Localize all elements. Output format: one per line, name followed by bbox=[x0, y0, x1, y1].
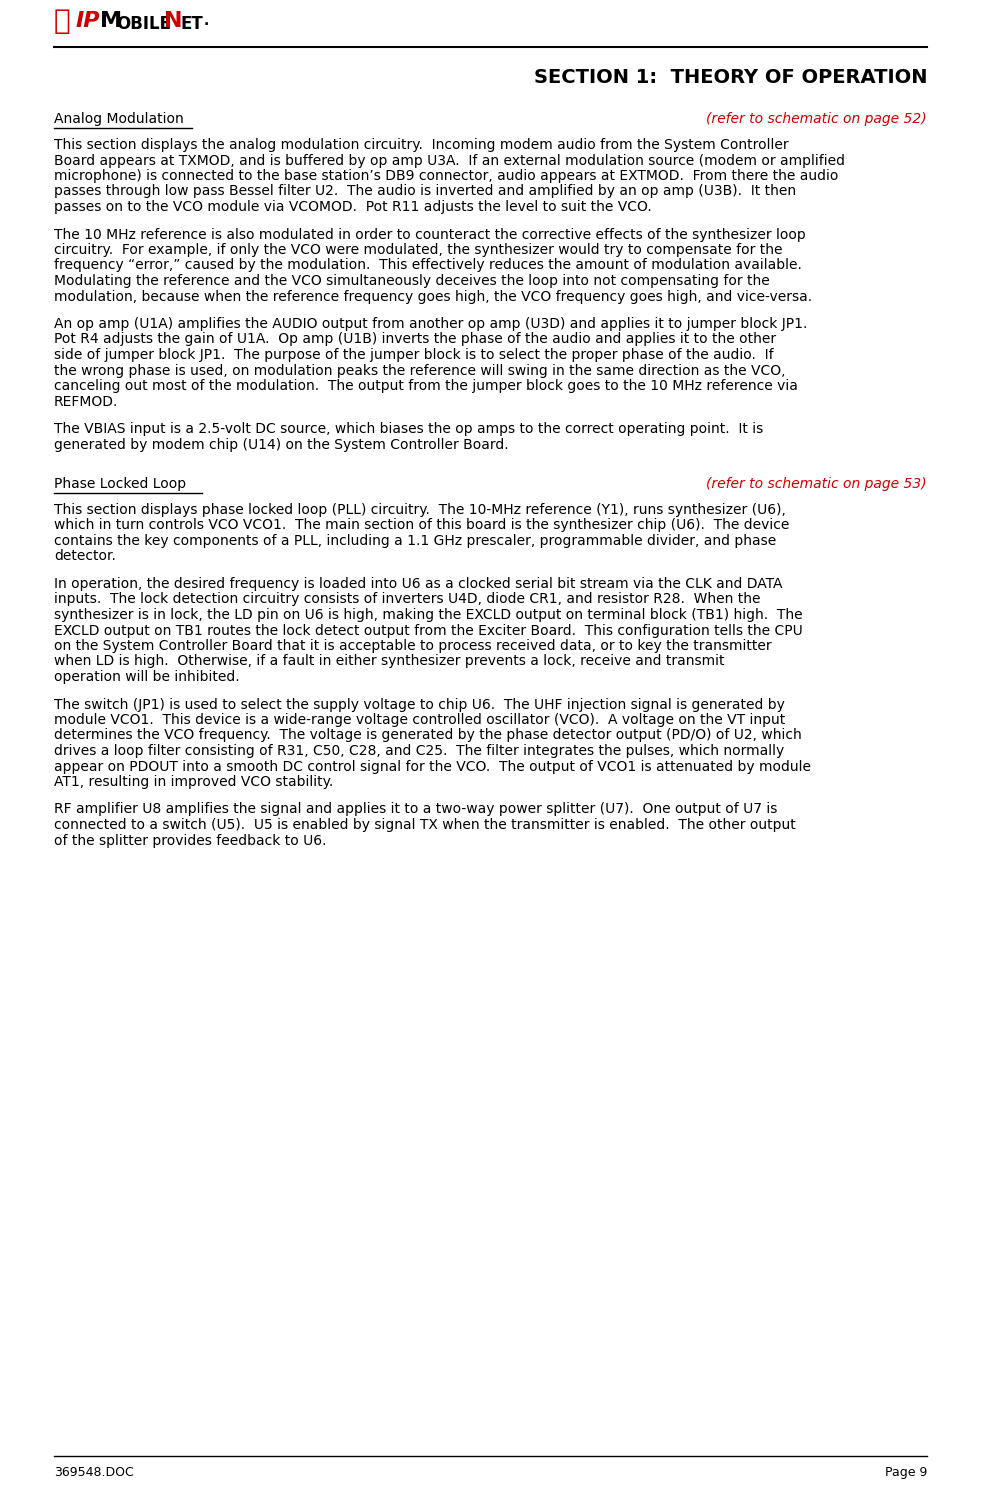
Text: REFMOD.: REFMOD. bbox=[54, 395, 119, 408]
Text: inputs.  The lock detection circuitry consists of inverters U4D, diode CR1, and : inputs. The lock detection circuitry con… bbox=[54, 593, 760, 606]
Text: ET: ET bbox=[180, 15, 203, 33]
Text: The switch (JP1) is used to select the supply voltage to chip U6.  The UHF injec: The switch (JP1) is used to select the s… bbox=[54, 698, 785, 711]
Text: AT1, resulting in improved VCO stability.: AT1, resulting in improved VCO stability… bbox=[54, 775, 334, 790]
Text: (refer to schematic on page 53): (refer to schematic on page 53) bbox=[706, 477, 927, 491]
Text: Board appears at TXMOD, and is buffered by op amp U3A.  If an external modulatio: Board appears at TXMOD, and is buffered … bbox=[54, 153, 845, 168]
Text: the wrong phase is used, on modulation peaks the reference will swing in the sam: the wrong phase is used, on modulation p… bbox=[54, 363, 786, 377]
Text: canceling out most of the modulation.  The output from the jumper block goes to : canceling out most of the modulation. Th… bbox=[54, 378, 798, 393]
Text: EXCLD output on TB1 routes the lock detect output from the Exciter Board.  This : EXCLD output on TB1 routes the lock dete… bbox=[54, 623, 802, 638]
Text: Analog Modulation: Analog Modulation bbox=[54, 113, 183, 126]
Text: contains the key components of a PLL, including a 1.1 GHz prescaler, programmabl: contains the key components of a PLL, in… bbox=[54, 534, 776, 548]
Text: connected to a switch (U5).  U5 is enabled by signal TX when the transmitter is : connected to a switch (U5). U5 is enable… bbox=[54, 818, 796, 832]
Text: SECTION 1:  THEORY OF OPERATION: SECTION 1: THEORY OF OPERATION bbox=[534, 68, 927, 87]
Text: passes through low pass Bessel filter U2.  The audio is inverted and amplified b: passes through low pass Bessel filter U2… bbox=[54, 185, 797, 198]
Text: side of jumper block JP1.  The purpose of the jumper block is to select the prop: side of jumper block JP1. The purpose of… bbox=[54, 348, 774, 362]
Text: In operation, the desired frequency is loaded into U6 as a clocked serial bit st: In operation, the desired frequency is l… bbox=[54, 576, 783, 591]
Text: Page 9: Page 9 bbox=[885, 1466, 927, 1478]
Text: An op amp (U1A) amplifies the AUDIO output from another op amp (U3D) and applies: An op amp (U1A) amplifies the AUDIO outp… bbox=[54, 317, 807, 332]
Text: circuitry.  For example, if only the VCO were modulated, the synthesizer would t: circuitry. For example, if only the VCO … bbox=[54, 243, 783, 257]
Text: OBILE: OBILE bbox=[116, 15, 171, 33]
Text: of the splitter provides feedback to U6.: of the splitter provides feedback to U6. bbox=[54, 833, 327, 848]
Text: when LD is high.  Otherwise, if a fault in either synthesizer prevents a lock, r: when LD is high. Otherwise, if a fault i… bbox=[54, 654, 725, 668]
Text: This section displays phase locked loop (PLL) circuitry.  The 10-MHz reference (: This section displays phase locked loop … bbox=[54, 503, 786, 516]
Text: generated by modem chip (U14) on the System Controller Board.: generated by modem chip (U14) on the Sys… bbox=[54, 437, 508, 452]
Text: IP: IP bbox=[76, 11, 100, 32]
Text: operation will be inhibited.: operation will be inhibited. bbox=[54, 669, 239, 684]
Text: RF amplifier U8 amplifies the signal and applies it to a two-way power splitter : RF amplifier U8 amplifies the signal and… bbox=[54, 803, 777, 817]
Text: frequency “error,” caused by the modulation.  This effectively reduces the amoun: frequency “error,” caused by the modulat… bbox=[54, 258, 801, 273]
Text: (refer to schematic on page 52): (refer to schematic on page 52) bbox=[706, 113, 927, 126]
Text: Pot R4 adjusts the gain of U1A.  Op amp (U1B) inverts the phase of the audio and: Pot R4 adjusts the gain of U1A. Op amp (… bbox=[54, 333, 776, 347]
Text: module VCO1.  This device is a wide-range voltage controlled oscillator (VCO).  : module VCO1. This device is a wide-range… bbox=[54, 713, 785, 726]
Text: The VBIAS input is a 2.5-volt DC source, which biases the op amps to the correct: The VBIAS input is a 2.5-volt DC source,… bbox=[54, 422, 763, 435]
Text: Modulating the reference and the VCO simultaneously deceives the loop into not c: Modulating the reference and the VCO sim… bbox=[54, 275, 770, 288]
Text: modulation, because when the reference frequency goes high, the VCO frequency go: modulation, because when the reference f… bbox=[54, 290, 812, 303]
Text: passes on to the VCO module via VCOMOD.  Pot R11 adjusts the level to suit the V: passes on to the VCO module via VCOMOD. … bbox=[54, 200, 651, 215]
Text: 369548.DOC: 369548.DOC bbox=[54, 1466, 133, 1478]
Text: synthesizer is in lock, the LD pin on U6 is high, making the EXCLD output on ter: synthesizer is in lock, the LD pin on U6… bbox=[54, 608, 802, 621]
Text: The 10 MHz reference is also modulated in order to counteract the corrective eff: The 10 MHz reference is also modulated i… bbox=[54, 228, 805, 242]
Text: N: N bbox=[164, 11, 182, 32]
Text: appear on PDOUT into a smooth DC control signal for the VCO.  The output of VCO1: appear on PDOUT into a smooth DC control… bbox=[54, 760, 811, 773]
Text: This section displays the analog modulation circuitry.  Incoming modem audio fro: This section displays the analog modulat… bbox=[54, 138, 789, 152]
Text: Phase Locked Loop: Phase Locked Loop bbox=[54, 477, 186, 491]
Text: ❧: ❧ bbox=[54, 8, 71, 35]
Text: detector.: detector. bbox=[54, 549, 116, 563]
Text: drives a loop filter consisting of R31, C50, C28, and C25.  The filter integrate: drives a loop filter consisting of R31, … bbox=[54, 744, 784, 758]
Text: .: . bbox=[204, 14, 209, 29]
Text: microphone) is connected to the base station’s DB9 connector, audio appears at E: microphone) is connected to the base sta… bbox=[54, 170, 839, 183]
Text: which in turn controls VCO VCO1.  The main section of this board is the synthesi: which in turn controls VCO VCO1. The mai… bbox=[54, 518, 790, 533]
Text: M: M bbox=[100, 11, 122, 32]
Text: on the System Controller Board that it is acceptable to process received data, o: on the System Controller Board that it i… bbox=[54, 639, 772, 653]
Text: determines the VCO frequency.  The voltage is generated by the phase detector ou: determines the VCO frequency. The voltag… bbox=[54, 728, 801, 743]
